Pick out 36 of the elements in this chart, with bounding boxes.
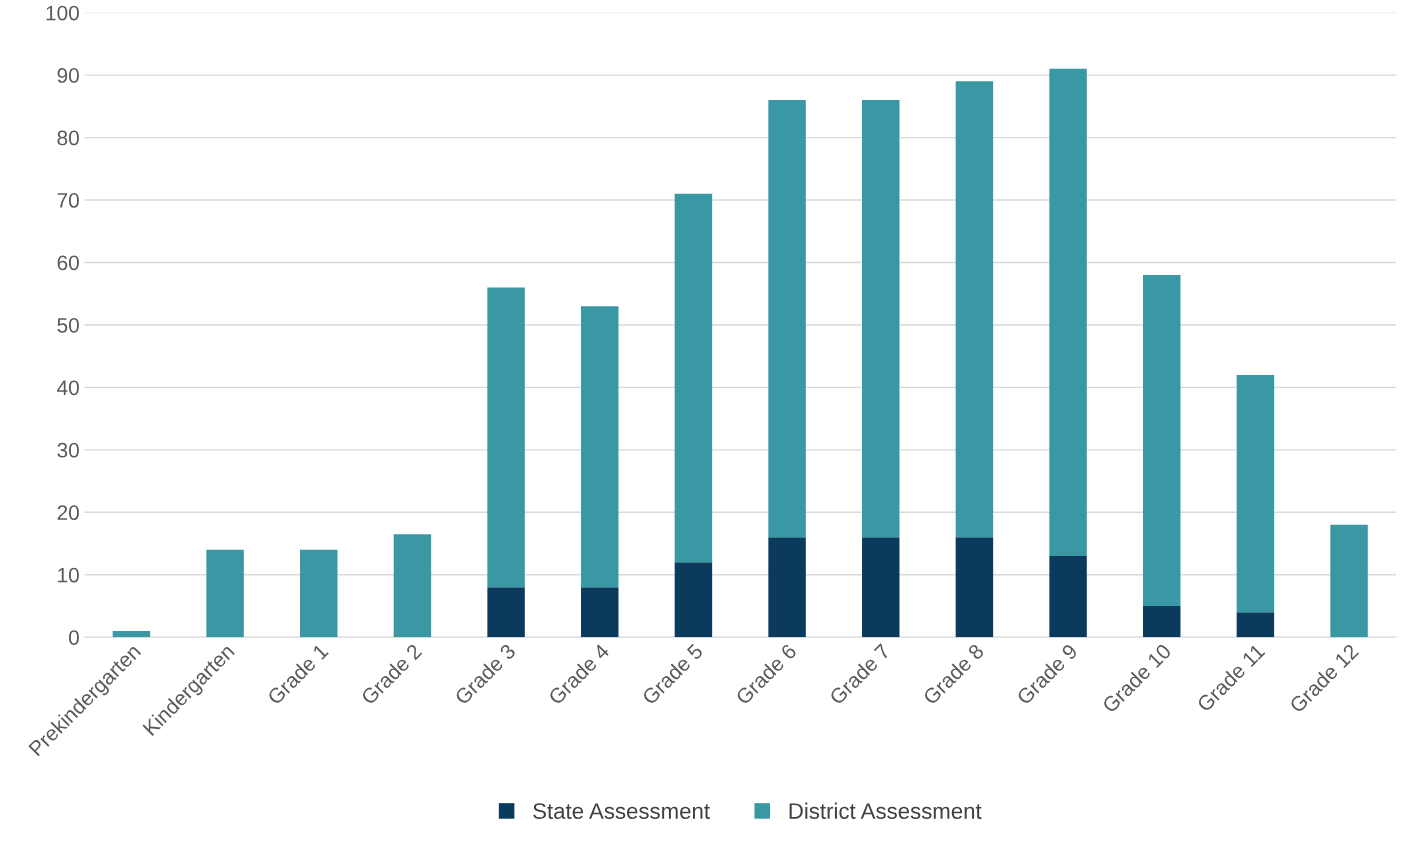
- bar: [300, 549, 338, 638]
- bar: [862, 537, 900, 638]
- y-tick-label: 50: [57, 317, 79, 333]
- bar: [1143, 274, 1181, 606]
- bar: [487, 287, 525, 588]
- bar: [1330, 524, 1368, 638]
- bar: [1143, 605, 1181, 638]
- y-tick-label: 10: [58, 567, 79, 583]
- bar: [674, 562, 713, 638]
- y-tick-label: 90: [57, 68, 79, 83]
- bar: [1236, 374, 1275, 613]
- bar: [206, 549, 244, 638]
- bar: [1049, 556, 1087, 638]
- y-tick-label: 40: [57, 380, 79, 396]
- bar: [768, 537, 806, 638]
- bar: [862, 100, 900, 538]
- bar: [955, 537, 994, 638]
- bar: [581, 587, 619, 638]
- y-tick-label: 30: [57, 442, 79, 458]
- bar: [1236, 612, 1275, 638]
- bar: [768, 100, 806, 538]
- bar: [581, 306, 619, 588]
- bar: [1049, 68, 1087, 557]
- y-tick-label: 70: [57, 193, 79, 208]
- bar: [112, 630, 151, 638]
- legend-label: State Assessment: [533, 803, 710, 819]
- bar: [674, 193, 713, 563]
- bar: [955, 81, 994, 538]
- y-tick-label: 60: [57, 255, 79, 271]
- y-tick-label: 20: [57, 505, 79, 521]
- y-tick-label: 100: [46, 5, 79, 21]
- legend-label: District Assessment: [789, 802, 982, 819]
- y-tick-label: 80: [57, 130, 79, 146]
- bar: [487, 587, 525, 638]
- bar: [393, 534, 432, 638]
- y-tick-label: 0: [68, 630, 79, 645]
